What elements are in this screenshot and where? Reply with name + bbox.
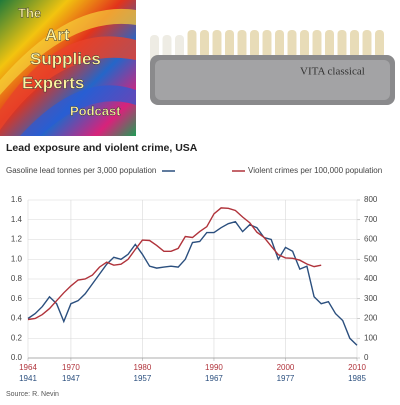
- shade-tab: [212, 30, 222, 58]
- shade-tab: [362, 30, 372, 58]
- series-line: [27, 220, 358, 346]
- shade-tab: [350, 30, 359, 58]
- art-text: Supplies: [30, 49, 101, 68]
- x-tick-label: 1985: [348, 374, 366, 383]
- x-tick-label: 1970: [62, 363, 80, 372]
- shade-tab: [312, 30, 322, 58]
- brand-label: VITA classical: [300, 66, 365, 78]
- y-tick-label: 0.8: [11, 274, 23, 283]
- x-tick-label: 1957: [134, 374, 152, 383]
- y-tick-label: 1.2: [11, 235, 23, 244]
- y2-tick-label: 200: [364, 314, 378, 323]
- chart: Lead exposure and violent crime, USA Gaso…: [6, 142, 382, 398]
- shade-tab: [237, 30, 247, 58]
- shade-tab: [262, 30, 272, 58]
- art-text: Experts: [22, 73, 84, 92]
- x-tick-label: 1980: [134, 363, 152, 372]
- art-text: Art: [45, 25, 70, 44]
- y2-tick-label: 800: [364, 195, 378, 204]
- shade-tab: [375, 30, 384, 58]
- shade-tab: [300, 30, 309, 58]
- series-line: [27, 207, 322, 321]
- source-note: Source: R. Nevin: [6, 391, 59, 398]
- y-tick-label: 0.4: [11, 314, 23, 323]
- legend-entry: Gasoline lead tonnes per 3,000 populatio…: [6, 166, 156, 175]
- x-tick-label: 1967: [205, 374, 223, 383]
- y2-tick-label: 0: [364, 353, 369, 362]
- y2-tick-label: 300: [364, 294, 378, 303]
- x-tick-label: 1964: [19, 363, 37, 372]
- y2-tick-label: 600: [364, 235, 378, 244]
- shade-tab: [337, 30, 347, 58]
- x-tick-label: 1990: [205, 363, 223, 372]
- shade-tab: [225, 30, 234, 58]
- y-tick-label: 0.6: [11, 294, 23, 303]
- y2-tick-label: 700: [364, 215, 378, 224]
- y-tick-label: 1.4: [11, 215, 23, 224]
- shade-guide-photo: VITA classical: [143, 0, 400, 136]
- podcast-art: The Art Supplies Experts Podcast: [0, 0, 136, 136]
- y2-tick-label: 400: [364, 274, 378, 283]
- x-tick-label: 1977: [277, 374, 295, 383]
- x-tick-label: 1947: [62, 374, 80, 383]
- y2-tick-label: 500: [364, 254, 378, 263]
- y2-tick-label: 100: [364, 333, 378, 342]
- shade-tab: [250, 30, 259, 58]
- x-tick-label: 1941: [19, 374, 37, 383]
- y-tick-label: 0.0: [11, 353, 23, 362]
- legend-entry: Violent crimes per 100,000 population: [248, 166, 382, 175]
- y-tick-label: 1.0: [11, 254, 23, 263]
- art-text: The: [18, 5, 41, 20]
- x-tick-label: 2000: [277, 363, 295, 372]
- y-tick-label: 1.6: [11, 195, 23, 204]
- shade-tab: [325, 30, 334, 58]
- y-tick-label: 0.2: [11, 333, 23, 342]
- shade-tab: [200, 30, 209, 58]
- shade-tab: [187, 30, 197, 58]
- x-tick-label: 2010: [348, 363, 366, 372]
- shade-tab: [275, 30, 284, 58]
- art-text: Podcast: [70, 103, 121, 118]
- chart-title: Lead exposure and violent crime, USA: [6, 142, 198, 154]
- shade-tab: [287, 30, 297, 58]
